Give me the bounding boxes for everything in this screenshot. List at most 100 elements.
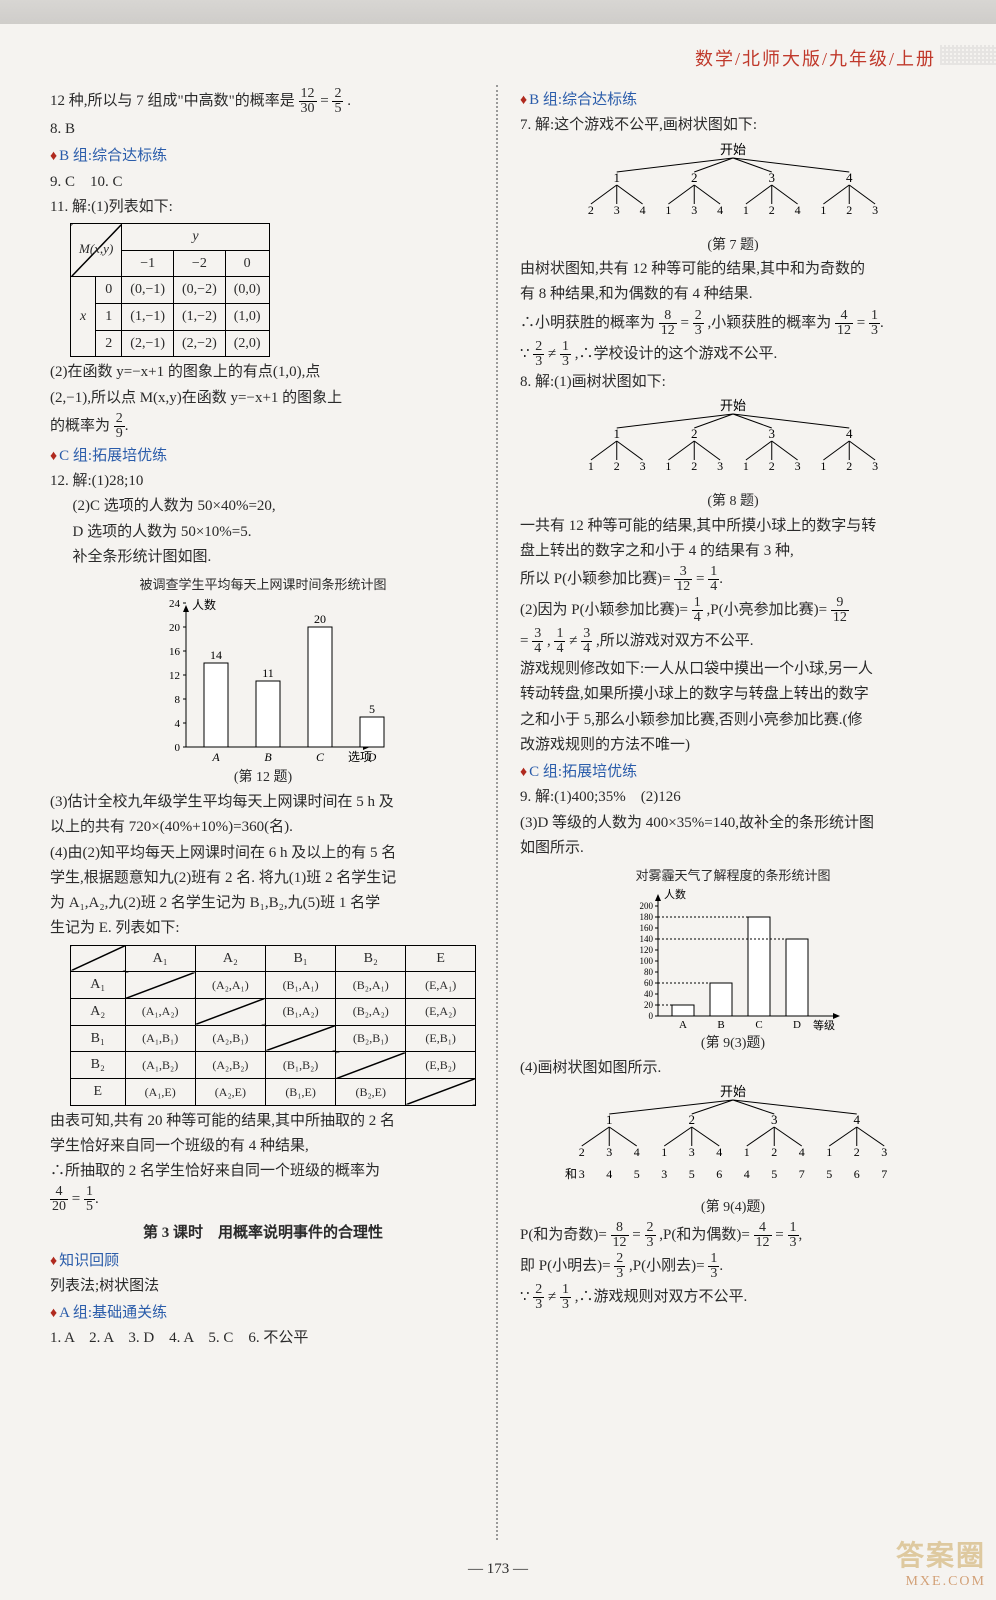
svg-text:1: 1	[744, 1145, 750, 1159]
svg-text:3: 3	[606, 1145, 612, 1159]
lesson-title: 第 3 课时 用概率说明事件的合理性	[50, 1222, 476, 1245]
section-label: C 组:拓展培优练	[529, 764, 637, 780]
text: =	[320, 93, 332, 109]
chart1-title: 被调查学生平均每天上网课时间条形统计图	[50, 575, 476, 595]
page-header: 数学/北师大版/九年级/上册	[695, 45, 936, 71]
svg-text:5: 5	[771, 1167, 777, 1181]
section-label: C 组:拓展培优练	[59, 448, 167, 464]
left-column: 12 种,所以与 7 组成"中高数"的概率是 1230 = 25 . 8. B …	[50, 85, 476, 1540]
svg-text:2: 2	[614, 459, 620, 473]
fraction: 1230	[299, 87, 317, 116]
tree-diagram-9: 开始1233445213354631425474152637和	[553, 1082, 913, 1197]
text-line: 如图所示.	[520, 837, 946, 860]
svg-text:开始: 开始	[720, 142, 746, 157]
chart9-title: 对雾霾天气了解程度的条形统计图	[520, 866, 946, 886]
text: 12 种,所以与 7 组成"中高数"的概率是	[50, 93, 295, 109]
svg-text:80: 80	[644, 967, 654, 977]
svg-text:2: 2	[691, 459, 697, 473]
text: 的概率为	[50, 418, 110, 434]
svg-text:C: C	[755, 1019, 762, 1031]
text: .	[347, 93, 351, 109]
svg-text:3: 3	[640, 459, 646, 473]
section-label: 知识回顾	[59, 1253, 119, 1269]
svg-text:3: 3	[881, 1145, 887, 1159]
text-line: (2,−1),所以点 M(x,y)在函数 y=−x+1 的图象上	[50, 387, 476, 410]
svg-text:6: 6	[716, 1167, 722, 1181]
svg-text:4: 4	[606, 1167, 612, 1181]
svg-text:4: 4	[854, 1112, 861, 1127]
svg-text:140: 140	[640, 934, 654, 944]
svg-text:2: 2	[769, 459, 775, 473]
svg-text:3: 3	[579, 1167, 585, 1181]
fraction: 25	[332, 87, 343, 116]
text-line: 所以 P(小颖参加比赛)= 312 = 14.	[520, 565, 946, 594]
section-label: A 组:基础通关练	[59, 1305, 167, 1321]
svg-text:7: 7	[799, 1167, 805, 1181]
svg-text:2: 2	[691, 426, 698, 441]
text-line: ∴所抽取的 2 名学生恰好来自同一个班级的概率为	[50, 1160, 476, 1183]
page: 数学/北师大版/九年级/上册 12 种,所以与 7 组成"中高数"的概率是 12…	[0, 0, 996, 1600]
fraction: 29	[114, 412, 125, 441]
svg-text:40: 40	[644, 989, 654, 999]
svg-text:1: 1	[606, 1112, 613, 1127]
svg-text:开始: 开始	[720, 1084, 746, 1099]
text-line: = 34 , 14 ≠ 34 ,所以游戏对双方不公平.	[520, 627, 946, 656]
svg-text:2: 2	[846, 203, 852, 217]
answer: 1. A 2. A 3. D 4. A 5. C 6. 不公平	[50, 1327, 476, 1350]
text-line: 12 种,所以与 7 组成"中高数"的概率是 1230 = 25 .	[50, 87, 476, 116]
svg-text:20: 20	[644, 1000, 654, 1010]
svg-text:C: C	[316, 750, 325, 764]
text-line: 即 P(小明去)= 23 ,P(小刚去)= 13.	[520, 1252, 946, 1281]
svg-text:人数: 人数	[192, 597, 216, 612]
svg-text:4: 4	[795, 203, 801, 217]
svg-text:1: 1	[743, 459, 749, 473]
svg-text:3: 3	[691, 203, 697, 217]
bar-chart-1: 人数选项0481216202414A11B20C5D	[138, 597, 388, 767]
q12: 12. 解:(1)28;10	[50, 470, 476, 493]
svg-text:3: 3	[769, 426, 776, 441]
svg-text:3: 3	[769, 170, 776, 185]
svg-text:3: 3	[689, 1145, 695, 1159]
watermark-url: MXE.COM	[896, 1574, 986, 1590]
svg-text:5: 5	[634, 1167, 640, 1181]
svg-text:1: 1	[588, 459, 594, 473]
svg-text:0: 0	[175, 742, 181, 754]
watermark-text: 答案圈	[896, 1534, 986, 1574]
table-corner: M(x,y)	[71, 224, 122, 277]
svg-text:3: 3	[614, 203, 620, 217]
text-line: 转动转盘,如果所摸小球上的数字与转盘上转出的数字	[520, 683, 946, 706]
svg-text:2: 2	[579, 1145, 585, 1159]
svg-text:等级: 等级	[813, 1018, 835, 1032]
text-line: (2)C 选项的人数为 50×40%=20,	[50, 495, 476, 518]
svg-text:2: 2	[769, 203, 775, 217]
fraction: 15	[84, 1185, 95, 1214]
svg-text:1: 1	[826, 1145, 832, 1159]
answer: 9. C 10. C	[50, 171, 476, 194]
text-line: 420 = 15.	[50, 1185, 476, 1214]
svg-text:1: 1	[614, 170, 621, 185]
section-c: ♦C 组:拓展培优练	[50, 445, 476, 468]
svg-text:1: 1	[820, 203, 826, 217]
svg-text:3: 3	[872, 203, 878, 217]
text-line: 一共有 12 种等可能的结果,其中所摸小球上的数字与转	[520, 515, 946, 538]
svg-text:0: 0	[649, 1011, 654, 1021]
text-line: P(和为奇数)= 812 = 23 ,P(和为偶数)= 412 = 13,	[520, 1221, 946, 1250]
svg-text:1: 1	[665, 459, 671, 473]
svg-text:开始: 开始	[720, 398, 746, 413]
svg-text:4: 4	[846, 170, 853, 185]
chart1-caption: (第 12 题)	[50, 767, 476, 789]
answer: 8. B	[50, 118, 476, 141]
diamond-icon: ♦	[520, 93, 527, 108]
svg-text:4: 4	[799, 1145, 805, 1159]
chart9-caption: (第 9(3)题)	[520, 1033, 946, 1055]
section-b: ♦B 组:综合达标练	[520, 89, 946, 112]
section-a: ♦A 组:基础通关练	[50, 1302, 476, 1325]
tree-diagram-8: 开始1123212331234123	[563, 396, 903, 491]
bar-chart-9: 人数等级020406080100120140160180200ABCD	[608, 888, 858, 1033]
svg-text:D: D	[367, 750, 377, 764]
text-line: 由表可知,共有 20 种等可能的结果,其中所抽取的 2 名	[50, 1110, 476, 1133]
svg-text:和: 和	[565, 1167, 577, 1181]
text-line: 列表法;树状图法	[50, 1275, 476, 1298]
table-mxy: M(x,y) y −1 −2 0 x 0 (0,−1) (0,−2) (0,0)…	[70, 223, 270, 357]
text-line: ∴小明获胜的概率为 812 = 23 ,小颖获胜的概率为 412 = 13.	[520, 309, 946, 338]
